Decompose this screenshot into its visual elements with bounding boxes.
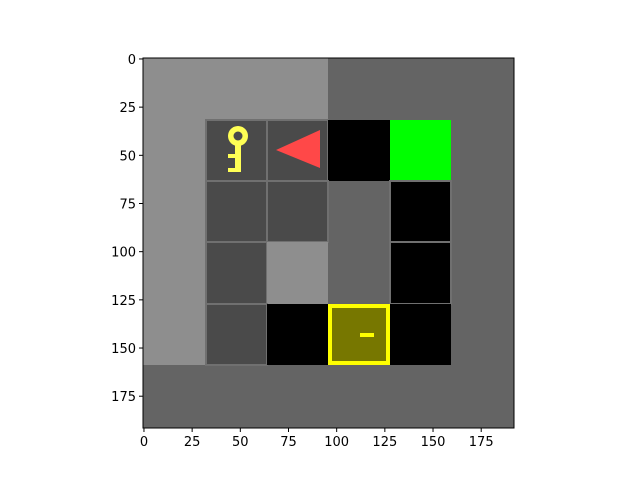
x-tick-label: 175 — [469, 435, 494, 450]
x-tick-label: 50 — [232, 435, 249, 450]
x-tick-label: 150 — [421, 435, 446, 450]
y-tick-label: 100 — [111, 246, 136, 261]
agent-triangle-icon — [276, 130, 320, 168]
axes-frame — [142, 57, 515, 429]
x-tick-label: 75 — [280, 435, 297, 450]
floor-cell — [205, 241, 268, 305]
y-tick-label: 75 — [119, 197, 136, 212]
y-tick-label: 150 — [111, 342, 136, 357]
y-tick-label: 125 — [111, 294, 136, 309]
x-axis: 0 25 50 75 100 125 150 175 — [140, 428, 494, 450]
box-handle — [360, 333, 374, 337]
box-icon — [328, 304, 390, 365]
floor-cell — [205, 303, 268, 366]
x-tick-label: 0 — [140, 435, 148, 450]
wall-cell — [267, 304, 328, 365]
light-cell — [267, 242, 328, 304]
wall-cell — [389, 241, 452, 305]
x-tick-label: 25 — [184, 435, 201, 450]
key-icon — [228, 126, 248, 172]
x-tick-label: 100 — [324, 435, 349, 450]
wall-cell — [389, 180, 452, 243]
floor-cell — [266, 180, 329, 243]
box-cell — [328, 304, 390, 365]
y-tick-label: 175 — [111, 390, 136, 405]
floor-cell — [205, 180, 268, 243]
goal-square — [390, 120, 451, 181]
y-tick-label: 25 — [119, 101, 136, 116]
wall-cell — [328, 120, 390, 181]
grid-world — [143, 58, 514, 428]
wall-cell — [390, 304, 451, 365]
x-tick-label: 125 — [372, 435, 397, 450]
y-axis: 0 25 50 75 100 125 150 175 — [111, 53, 143, 405]
y-tick-label: 50 — [119, 149, 136, 164]
y-tick-label: 0 — [128, 53, 136, 68]
